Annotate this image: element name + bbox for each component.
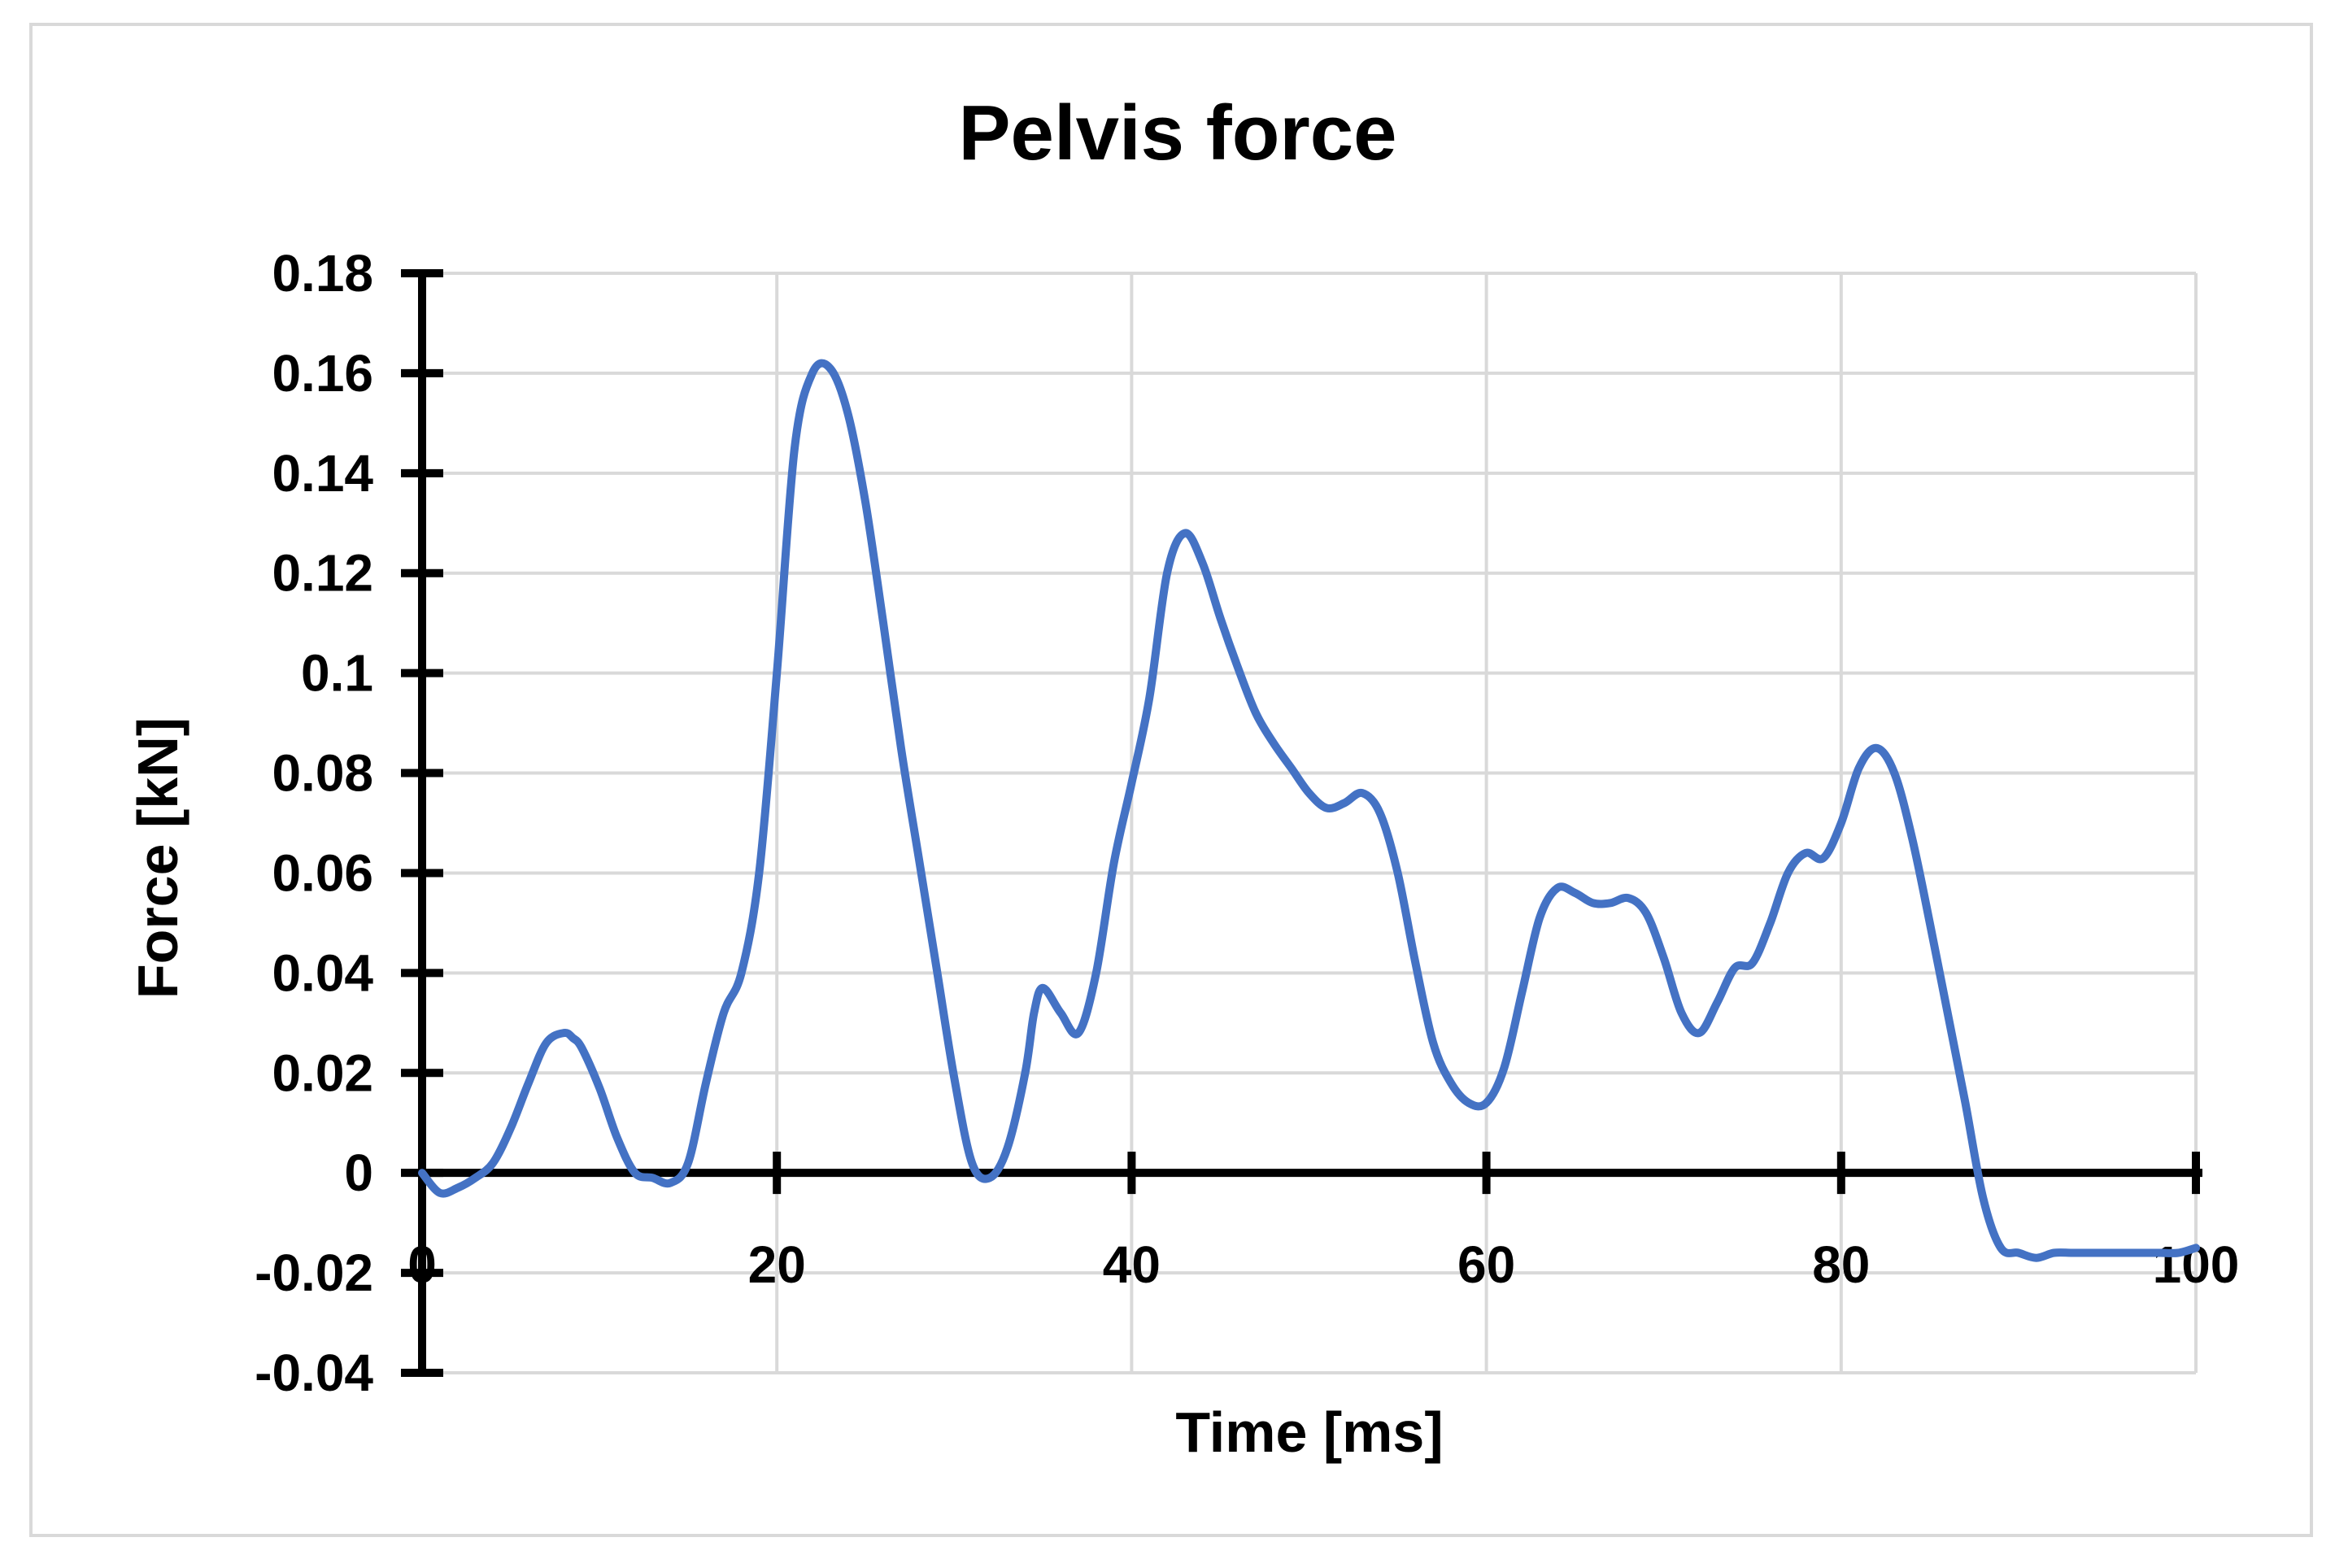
- y-axis-label: Force [kN]: [126, 717, 189, 999]
- x-axis-label: Time [ms]: [1175, 1400, 1443, 1464]
- x-tick-label: 60: [1457, 1235, 1515, 1294]
- chart-title: Pelvis force: [959, 89, 1397, 176]
- x-tick-label: 80: [1812, 1235, 1870, 1294]
- axes: [401, 269, 2202, 1377]
- y-tick-label: 0.14: [272, 444, 373, 503]
- y-tick-label: 0.16: [272, 344, 373, 403]
- x-tick-label: 40: [1103, 1235, 1161, 1294]
- y-tick-label: 0: [344, 1143, 373, 1202]
- y-tick-label: 0.06: [272, 843, 373, 902]
- gridlines: [422, 272, 2198, 1374]
- series-group: [418, 359, 2200, 1262]
- y-tick-label: -0.04: [255, 1344, 373, 1402]
- y-tick-label: 0.1: [301, 644, 373, 703]
- y-tick-label: 0.12: [272, 544, 373, 603]
- x-tick-label: 20: [748, 1235, 806, 1294]
- y-tick-label: 0.08: [272, 744, 373, 803]
- y-tick-labels: -0.04 -0.02 0 0.02 0.04 0.06 0.08 0.1 0.12 0.14 0.…: [255, 244, 373, 1402]
- y-tick-label: 0.18: [272, 244, 373, 303]
- y-tick-label: 0.04: [272, 943, 373, 1002]
- x-tick-label: 0: [407, 1235, 437, 1294]
- x-tick-labels: 0 20 40 60 80 100: [407, 1235, 2239, 1294]
- series-line: [418, 359, 2200, 1262]
- y-tick-label: -0.02: [255, 1244, 373, 1302]
- y-tick-label: 0.02: [272, 1043, 373, 1102]
